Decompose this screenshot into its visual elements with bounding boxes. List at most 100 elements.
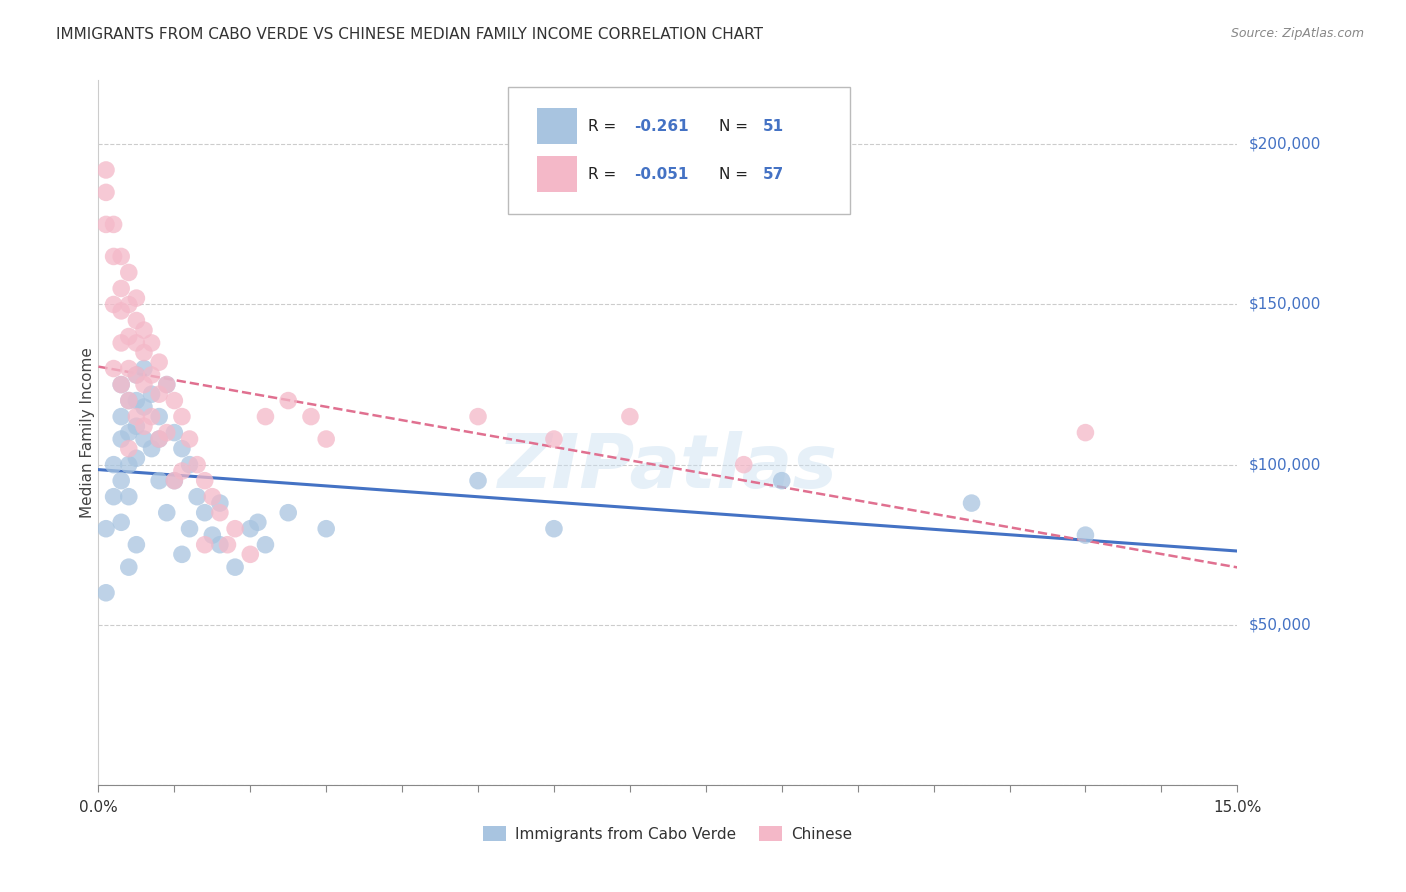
Point [770, 474, 793, 488]
Point [110, 516, 132, 530]
Point [1074, 425, 1097, 440]
Point [201, 490, 224, 504]
Point [125, 368, 148, 382]
Point [254, 538, 277, 552]
Point [110, 281, 132, 295]
Point [94, 186, 117, 200]
Point [217, 538, 239, 552]
Point [118, 393, 141, 408]
Point [246, 516, 269, 530]
Point [208, 538, 231, 552]
Point [118, 329, 141, 343]
Point [132, 361, 155, 376]
Point [194, 506, 217, 520]
FancyBboxPatch shape [509, 87, 851, 214]
Point [141, 409, 163, 424]
Point [315, 522, 337, 536]
Text: 57: 57 [762, 167, 783, 181]
Point [148, 409, 170, 424]
Point [170, 409, 193, 424]
Point [125, 419, 148, 434]
Point [224, 522, 246, 536]
Point [94, 218, 117, 232]
Text: -0.051: -0.051 [634, 167, 688, 181]
Point [163, 425, 186, 440]
Point [132, 345, 155, 359]
Point [125, 451, 148, 466]
FancyBboxPatch shape [537, 156, 576, 192]
Text: Source: ZipAtlas.com: Source: ZipAtlas.com [1230, 27, 1364, 40]
Point [170, 464, 193, 478]
Point [299, 409, 322, 424]
Point [254, 409, 277, 424]
Point [110, 432, 132, 446]
Point [156, 377, 179, 392]
Point [467, 409, 489, 424]
Point [194, 474, 217, 488]
Point [194, 538, 217, 552]
Text: $50,000: $50,000 [1249, 617, 1312, 632]
Point [103, 297, 125, 311]
Point [110, 377, 132, 392]
Point [103, 458, 125, 472]
Point [224, 560, 246, 574]
Point [125, 291, 148, 305]
Point [132, 400, 155, 414]
Point [156, 506, 179, 520]
Point [170, 547, 193, 561]
Point [118, 490, 141, 504]
Text: $200,000: $200,000 [1249, 136, 1320, 152]
Point [186, 458, 208, 472]
Point [110, 377, 132, 392]
Point [179, 522, 201, 536]
Point [141, 387, 163, 401]
Text: -0.261: -0.261 [634, 119, 689, 134]
Point [543, 432, 565, 446]
Point [118, 458, 141, 472]
Point [148, 432, 170, 446]
Point [1074, 528, 1097, 542]
Point [277, 506, 299, 520]
Point [148, 432, 170, 446]
Point [103, 250, 125, 264]
Point [103, 361, 125, 376]
Point [239, 522, 262, 536]
Point [118, 297, 141, 311]
Point [132, 377, 155, 392]
Point [186, 490, 208, 504]
Y-axis label: Median Family Income: Median Family Income [80, 347, 94, 518]
Point [239, 547, 262, 561]
Point [277, 393, 299, 408]
Point [125, 313, 148, 327]
Point [110, 250, 132, 264]
Point [110, 304, 132, 318]
Point [132, 419, 155, 434]
Point [110, 474, 132, 488]
Point [110, 409, 132, 424]
Legend: Immigrants from Cabo Verde, Chinese: Immigrants from Cabo Verde, Chinese [477, 820, 859, 847]
Point [125, 393, 148, 408]
Point [125, 368, 148, 382]
Point [94, 522, 117, 536]
Point [125, 538, 148, 552]
Point [960, 496, 983, 510]
Text: R =: R = [588, 119, 621, 134]
Point [132, 323, 155, 337]
FancyBboxPatch shape [537, 109, 576, 144]
Point [148, 355, 170, 369]
Point [94, 586, 117, 600]
Point [163, 474, 186, 488]
Text: $150,000: $150,000 [1249, 297, 1320, 312]
Point [163, 474, 186, 488]
Text: IMMIGRANTS FROM CABO VERDE VS CHINESE MEDIAN FAMILY INCOME CORRELATION CHART: IMMIGRANTS FROM CABO VERDE VS CHINESE ME… [56, 27, 763, 42]
Point [125, 335, 148, 350]
Point [125, 409, 148, 424]
Point [543, 522, 565, 536]
Point [141, 335, 163, 350]
Point [118, 442, 141, 456]
Point [103, 218, 125, 232]
Point [148, 387, 170, 401]
Point [110, 335, 132, 350]
Text: R =: R = [588, 167, 621, 181]
Text: N =: N = [718, 167, 754, 181]
